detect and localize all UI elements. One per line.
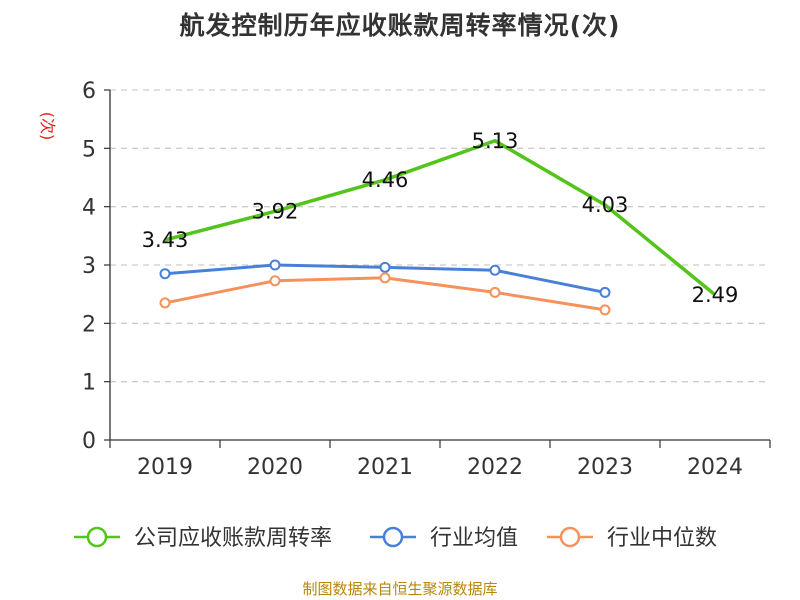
- data-label: 2.49: [692, 283, 739, 307]
- legend-marker: [559, 526, 581, 548]
- data-point: [269, 259, 281, 271]
- data-label: 4.46: [362, 168, 409, 192]
- data-point: [599, 286, 611, 298]
- x-tick-label: 2022: [467, 455, 523, 480]
- legend-item-1[interactable]: 行业均值: [370, 526, 518, 551]
- data-point: [384, 179, 386, 181]
- x-tick-label: 2021: [357, 455, 413, 480]
- data-point: [159, 297, 171, 309]
- x-tick-label: 2023: [577, 455, 633, 480]
- data-point: [269, 275, 281, 287]
- legend-marker: [382, 526, 404, 548]
- y-tick-label: 2: [82, 312, 96, 337]
- data-point: [604, 204, 606, 206]
- data-point: [494, 140, 496, 142]
- y-tick-label: 6: [82, 79, 96, 104]
- data-label: 3.92: [252, 199, 299, 223]
- legend-label: 行业均值: [430, 526, 518, 551]
- x-tick-label: 2020: [247, 455, 303, 480]
- data-point: [599, 304, 611, 316]
- data-point: [489, 286, 501, 298]
- legend-item-2[interactable]: 行业中位数: [547, 526, 717, 551]
- legend-label: 公司应收账款周转率: [134, 526, 332, 551]
- y-axis-label: (次): [38, 112, 57, 141]
- y-tick-label: 4: [82, 196, 96, 221]
- y-tick-label: 0: [82, 429, 96, 454]
- data-point: [164, 239, 166, 241]
- x-tick-label: 2024: [687, 455, 743, 480]
- data-label: 3.43: [142, 228, 189, 252]
- data-point: [159, 268, 171, 280]
- data-label: 5.13: [472, 129, 519, 153]
- source-note: 制图数据来自恒生聚源数据库: [302, 580, 498, 598]
- x-tick-label: 2019: [137, 455, 193, 480]
- data-point: [489, 264, 501, 276]
- legend-label: 行业中位数: [607, 526, 717, 551]
- legend-item-0[interactable]: 公司应收账款周转率: [74, 526, 332, 551]
- data-label: 4.03: [582, 193, 629, 217]
- series-line-0: [164, 139, 717, 297]
- y-tick-label: 5: [82, 137, 96, 162]
- data-point: [274, 210, 276, 212]
- chart-title: 航发控制历年应收账款周转率情况(次): [179, 11, 621, 40]
- data-point: [379, 261, 391, 273]
- data-point: [379, 272, 391, 284]
- legend-marker: [86, 526, 108, 548]
- data-point: [714, 294, 716, 296]
- y-tick-label: 3: [82, 254, 96, 279]
- y-tick-label: 1: [82, 371, 96, 396]
